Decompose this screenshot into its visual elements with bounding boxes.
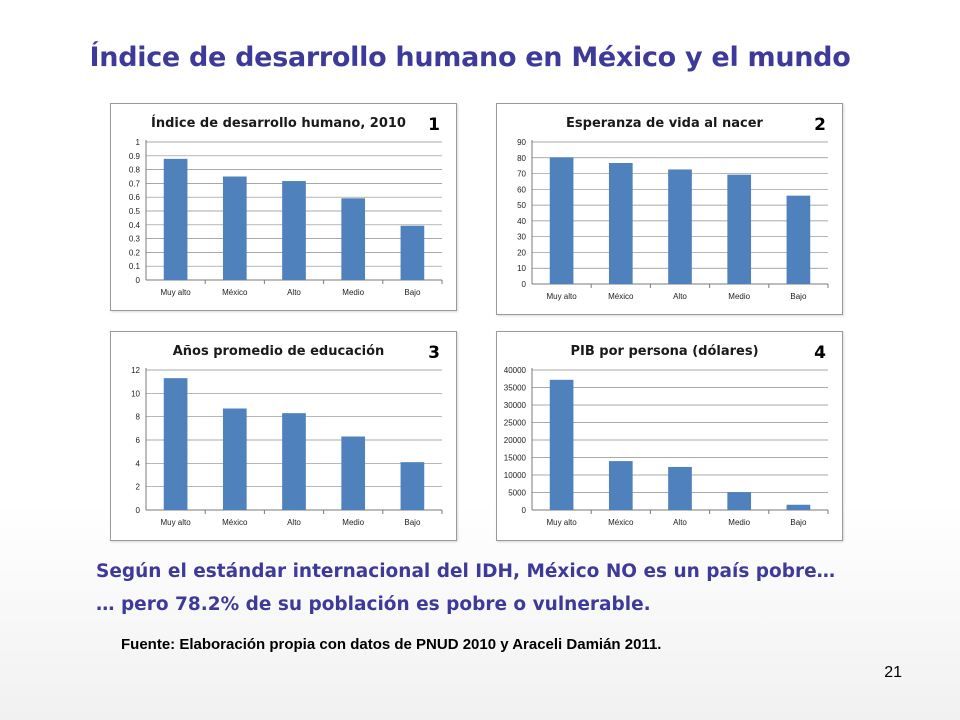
y-tick-label: 0	[522, 506, 527, 515]
y-tick-label: 0.4	[129, 221, 141, 230]
bar-bajo	[400, 462, 425, 510]
chart-svg: Índice de desarrollo humano, 2010 1 0 0.1 0.…	[129, 115, 443, 297]
slide-title: Índice de desarrollo humano en México y …	[89, 42, 851, 73]
y-tick-label: 30000	[504, 401, 527, 410]
y-tick-label: 8	[136, 413, 141, 422]
y-tick-label: 25000	[504, 419, 527, 428]
y-tick-label: 20000	[504, 436, 527, 445]
y-tick-label: 80	[517, 154, 526, 163]
y-tick-label: 0.8	[129, 166, 141, 175]
y-tick-label: 1	[136, 138, 141, 147]
chart-gdp-per-capita: PIB por persona (dólares) 4 0 5000 10000 1500…	[496, 331, 843, 541]
bar-alto	[282, 413, 306, 510]
source-note: Fuente: Elaboración propia con datos de …	[121, 636, 662, 653]
x-category-label: México	[608, 292, 634, 301]
y-tick-label: 40000	[504, 366, 527, 375]
chart-number: 2	[814, 115, 826, 135]
bar-muy-alto	[549, 379, 574, 510]
y-tick-label: 5000	[508, 489, 526, 498]
bar-bajo	[400, 225, 425, 280]
y-tick-label: 0	[136, 276, 141, 285]
y-tick-label: 0.7	[129, 179, 141, 188]
y-tick-label: 6	[136, 436, 141, 445]
y-tick-label: 0	[136, 506, 141, 515]
x-category-label: Bajo	[790, 292, 807, 301]
x-category-label: Alto	[673, 292, 687, 301]
bar-medio	[341, 198, 366, 280]
bar-muy-alto	[163, 378, 188, 510]
y-tick-label: 0.1	[129, 262, 141, 271]
y-tick-label: 0.5	[129, 207, 141, 216]
chart-svg: Esperanza de vida al nacer 20102030405060…	[517, 115, 829, 301]
x-category-label: Alto	[287, 518, 301, 527]
chart-title: PIB por persona (dólares)	[570, 344, 758, 359]
page-number: 21	[884, 664, 902, 681]
y-tick-label: 30	[517, 233, 526, 242]
bar-medio	[727, 492, 752, 510]
x-category-label: Muy alto	[546, 292, 577, 301]
x-category-label: Muy alto	[160, 518, 191, 527]
bar-alto	[668, 466, 692, 510]
y-tick-label: 70	[517, 170, 526, 179]
chart-number: 1	[428, 115, 440, 135]
message-text: Según el estándar internacional del IDH,…	[96, 555, 916, 621]
y-tick-label: 35000	[504, 384, 527, 393]
y-tick-label: 10	[131, 389, 140, 398]
bar-méxico	[608, 461, 633, 510]
bar-méxico	[222, 176, 247, 280]
y-tick-label: 90	[517, 138, 526, 147]
x-category-label: México	[608, 518, 634, 527]
y-tick-label: 0.2	[129, 248, 141, 257]
y-tick-label: 12	[131, 366, 140, 375]
x-category-label: Medio	[342, 288, 364, 297]
chart-title: Esperanza de vida al nacer	[566, 116, 764, 131]
bar-muy-alto	[163, 158, 188, 280]
y-tick-label: 15000	[504, 454, 527, 463]
y-tick-label: 0.6	[129, 193, 141, 202]
chart-title: Índice de desarrollo humano, 2010	[151, 115, 406, 131]
message-line-1: Según el estándar internacional del IDH,…	[96, 561, 836, 582]
chart-svg: Años promedio de educación 3 0 2 4 6 8 10 12 Muy …	[131, 343, 443, 527]
chart-idh: Índice de desarrollo humano, 2010 1 0 0.1 0.…	[110, 103, 457, 311]
chart-number: 4	[814, 343, 826, 363]
bar-alto	[282, 181, 306, 280]
bar-medio	[727, 174, 752, 284]
y-tick-label: 40	[517, 217, 526, 226]
x-category-label: Muy alto	[546, 518, 577, 527]
bar-muy-alto	[549, 157, 574, 284]
y-tick-label: 20	[517, 248, 526, 257]
y-tick-label: 2	[136, 483, 141, 492]
x-category-label: Alto	[673, 518, 687, 527]
x-category-label: Medio	[342, 518, 364, 527]
y-tick-label: 50	[517, 201, 526, 210]
message-line-2: … pero 78.2% de su población es pobre o …	[96, 594, 651, 615]
y-tick-label: 4	[136, 459, 141, 468]
x-category-label: Medio	[728, 292, 750, 301]
y-tick-label: 0	[522, 280, 527, 289]
bar-méxico	[222, 408, 247, 510]
x-category-label: Bajo	[404, 518, 421, 527]
x-category-label: Muy alto	[160, 288, 191, 297]
chart-svg: PIB por persona (dólares) 4 0 5000 10000 1500…	[504, 343, 829, 527]
chart-education-years: Años promedio de educación 3 0 2 4 6 8 10 12 Muy …	[110, 331, 457, 541]
y-tick-label: 60	[517, 185, 526, 194]
bar-medio	[341, 436, 366, 510]
y-tick-label: 0.9	[129, 152, 141, 161]
bar-méxico	[608, 162, 633, 284]
x-category-label: Medio	[728, 518, 750, 527]
bar-bajo	[786, 195, 811, 284]
chart-number: 3	[428, 343, 440, 363]
chart-life-expectancy: Esperanza de vida al nacer 2 0 10 20 30 40 50 60…	[496, 103, 843, 315]
y-tick-label: 10	[517, 264, 526, 273]
x-category-label: México	[222, 518, 248, 527]
x-category-label: Alto	[287, 288, 301, 297]
y-tick-label: 0.3	[129, 235, 141, 244]
chart-title: Años promedio de educación	[173, 344, 385, 359]
x-category-label: México	[222, 288, 248, 297]
x-category-label: Bajo	[790, 518, 807, 527]
bar-bajo	[786, 504, 811, 510]
bar-alto	[668, 169, 692, 284]
y-tick-label: 10000	[504, 471, 527, 480]
x-category-label: Bajo	[404, 288, 421, 297]
